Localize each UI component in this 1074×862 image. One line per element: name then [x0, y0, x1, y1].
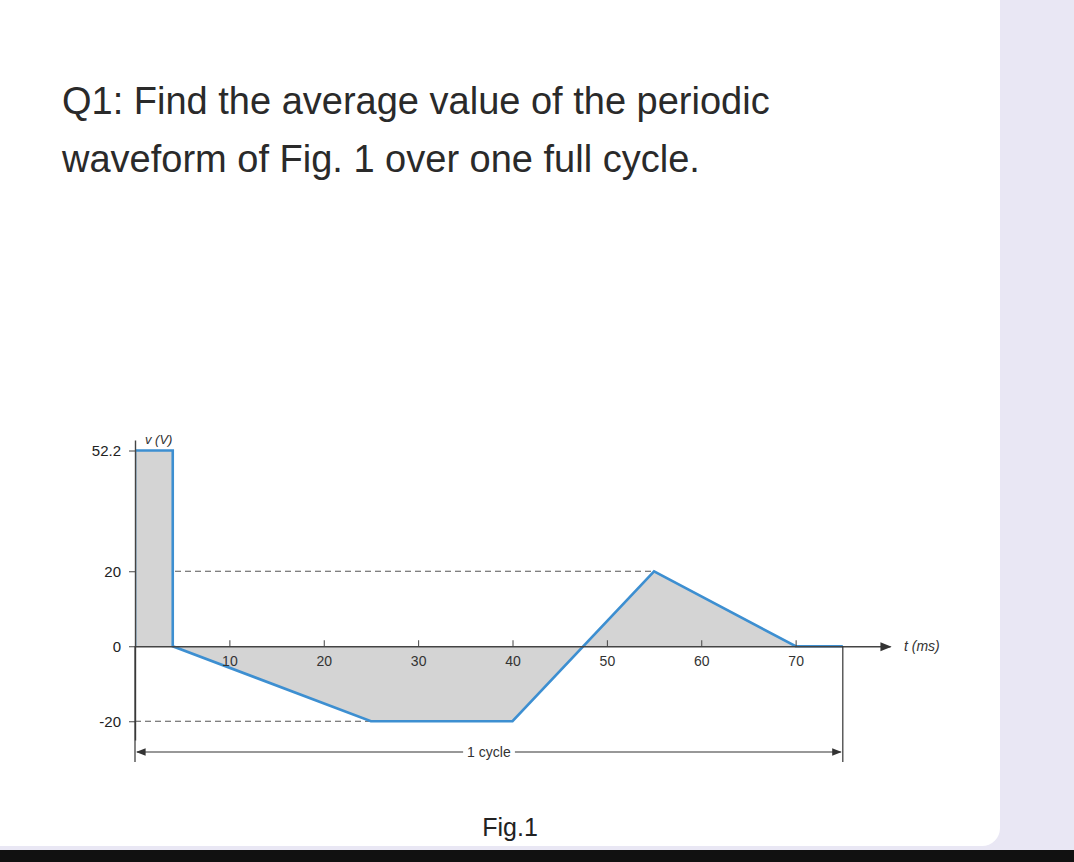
x-tick-label: 40 [505, 653, 521, 669]
x-tick: 20 [316, 640, 332, 669]
y-tick-label: 52.2 [92, 442, 121, 459]
y-tick-mark [129, 646, 135, 647]
waveform-line [135, 451, 843, 722]
x-tick: 40 [505, 640, 521, 669]
x-tick-label: 60 [694, 653, 710, 669]
x-tick-mark [796, 640, 797, 646]
y-tick-mark [129, 451, 135, 452]
plot [135, 451, 843, 722]
canvas: 10 20 30 40 50 60 70 52.2 20 0 -20 v (V) t (ms) 1 cyc… [0, 0, 1074, 862]
y-tick-label: -20 [99, 713, 121, 730]
guide-h [135, 571, 654, 572]
y-tick: 20 [104, 563, 135, 580]
x-axis: 10 20 30 40 50 60 70 [136, 640, 891, 669]
y-tick: 52.2 [92, 442, 135, 459]
y-tick-label: 0 [113, 638, 121, 655]
y-tick: 0 [113, 638, 135, 655]
y-tick-mark [129, 721, 135, 722]
x-tick-mark [324, 640, 325, 646]
x-axis-line [136, 646, 891, 647]
question: Q1: Find the average value of the period… [62, 72, 942, 188]
y-tick: -20 [99, 713, 135, 730]
x-tick-label: 30 [411, 653, 427, 669]
cycle-end [842, 646, 843, 762]
x-tick: 60 [694, 640, 710, 669]
x-tick: 70 [788, 640, 804, 669]
x-tick-mark [513, 640, 514, 646]
y-axis: 52.2 20 0 -20 [92, 441, 136, 741]
card [0, 0, 1000, 846]
x-tick-label: 10 [222, 653, 238, 669]
cycle-dimension: 1 cycle [135, 646, 843, 762]
x-tick: 30 [411, 640, 427, 669]
bottom-bar [0, 850, 1074, 862]
x-tick-mark [418, 640, 419, 646]
cycle-end [134, 646, 135, 762]
x-tick-mark [607, 640, 608, 646]
y-tick-label: 20 [104, 563, 121, 580]
x-tick-label: 20 [316, 653, 332, 669]
y-tick-mark [129, 571, 135, 572]
x-tick-label: 70 [788, 653, 804, 669]
y-axis-title: v (V) [145, 432, 172, 447]
x-axis-title: t (ms) [904, 638, 940, 654]
waveform-area [135, 451, 843, 722]
x-tick-mark [229, 640, 230, 646]
x-tick-mark [701, 640, 702, 646]
x-tick: 10 [222, 640, 238, 669]
caption: Fig.1 [482, 813, 538, 841]
cycle-label-bg [463, 743, 515, 761]
guide-h [135, 721, 371, 722]
cycle-label: 1 cycle [467, 744, 511, 760]
x-tick-label: 50 [600, 653, 616, 669]
x-tick: 50 [600, 640, 616, 669]
